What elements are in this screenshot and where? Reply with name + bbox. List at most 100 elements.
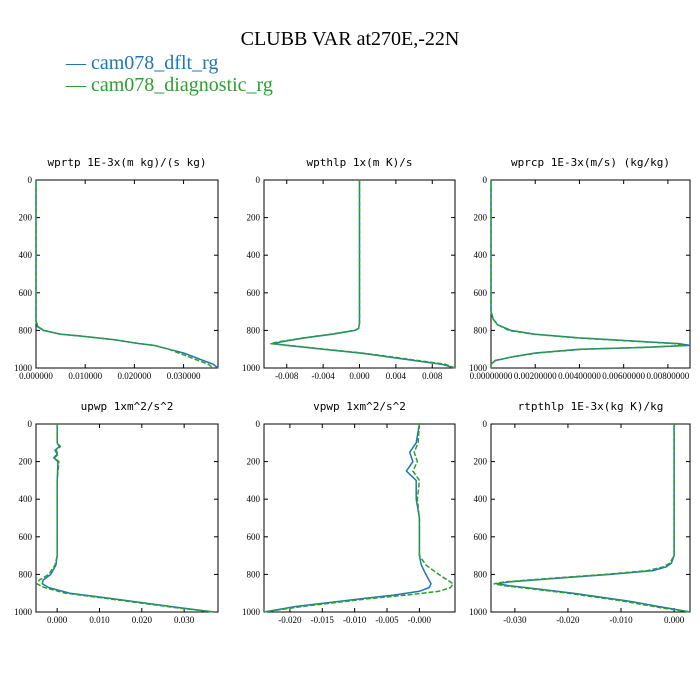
y-tick-label: 0 [28,175,33,185]
x-tick-label: 0.010 [89,615,110,625]
y-tick-label: 0 [256,419,261,429]
y-tick-label: 800 [474,325,488,335]
legend-item-dflt: — cam078_dflt_rg [66,52,273,74]
series-line-diagnostic [35,180,214,369]
legend-label-dflt: cam078_dflt_rg [91,52,219,74]
series-line-dflt [496,424,691,613]
y-tick-label: 600 [19,288,33,298]
x-tick-label: -0.005 [375,615,399,625]
x-tick-label: -0.008 [275,371,299,381]
series-line-diagnostic [263,423,455,613]
x-tick-label: 0.00000000 [470,371,513,381]
x-tick-label: 0.020 [132,615,153,625]
y-tick-label: 200 [247,213,261,223]
series-line-dflt [490,180,691,368]
x-tick-label: 0.00800000 [647,371,690,381]
y-tick-label: 200 [19,457,33,467]
legend-marker-dflt: — [66,52,91,74]
panel-6: rtpthlp 1E-3x(kg K)/kg 0 200 400 600 800 1000 -… [469,400,691,625]
x-tick-label: 0.000 [664,615,685,625]
y-tick-label: 400 [247,494,261,504]
panel-1: wprtp 1E-3x(m kg)/(s kg) 0 200 400 600 800 100… [14,156,219,381]
y-tick-label: 200 [19,213,33,223]
x-tick-label: 0.00400000 [558,371,601,381]
plot-frame [490,423,691,613]
plot-frame [35,179,219,369]
plot-frame [263,423,456,613]
y-tick-label: 1000 [242,363,261,373]
x-tick-label: 0.00200000 [514,371,557,381]
y-tick-label: 600 [247,532,261,542]
panel-title: wprtp 1E-3x(m kg)/(s kg) [48,156,207,169]
legend-label-diagnostic: cam078_diagnostic_rg [91,74,273,96]
series-line-dflt [41,424,214,613]
x-tick-label: 0.020000 [118,371,152,381]
y-tick-label: 400 [247,250,261,260]
y-tick-label: 800 [247,569,261,579]
y-tick-label: 400 [474,494,488,504]
y-tick-label: 600 [474,288,488,298]
legend-item-diagnostic: — cam078_diagnostic_rg [66,74,273,96]
x-tick-label: 0.010000 [68,371,102,381]
panel-3: wprcp 1E-3x(m/s) (kg/kg) 0 200 400 600 800 100… [469,156,691,381]
y-tick-label: 800 [19,325,33,335]
panel-title: rtpthlp 1E-3x(kg K)/kg [518,400,664,413]
x-tick-label: -0.010 [609,615,633,625]
legend-marker-diagnostic: — [66,74,91,96]
panel-2: wpthlp 1x(m K)/s 0 200 400 600 800 1000 -0.008 -… [242,156,456,381]
y-tick-label: 1000 [242,607,261,617]
y-tick-label: 0 [483,175,488,185]
panel-title: vpwp 1xm^2/s^2 [313,400,406,413]
x-tick-label: -0.000 [408,615,432,625]
y-tick-label: 600 [19,532,33,542]
y-tick-label: 1000 [14,607,33,617]
panel-title: wpthlp 1x(m K)/s [307,156,413,169]
panel-5: vpwp 1xm^2/s^2 0 200 400 600 800 1000 -0.020 -0.… [242,400,456,625]
panel-title: wprcp 1E-3x(m/s) (kg/kg) [511,156,670,169]
y-tick-label: 1000 [469,363,488,373]
x-tick-label: 0.030 [174,615,195,625]
x-tick-label: 0.004 [386,371,407,381]
chart-title: CLUBB VAR at270E,-22N [240,28,460,50]
series-line-diagnostic [490,180,686,368]
legend: — cam078_dflt_rg — cam078_diagnostic_rg [66,52,273,96]
y-tick-label: 200 [474,213,488,223]
y-tick-label: 600 [247,288,261,298]
x-tick-label: -0.020 [556,615,580,625]
plot-frame [490,179,691,369]
y-tick-label: 200 [474,457,488,467]
x-tick-label: -0.030 [503,615,527,625]
y-tick-label: 200 [247,457,261,467]
y-tick-label: 800 [474,569,488,579]
plot-frame [35,423,219,613]
y-tick-label: 0 [483,419,488,429]
series-line-diagnostic [270,180,456,369]
x-tick-label: 0.00600000 [602,371,645,381]
panel-title: upwp 1xm^2/s^2 [81,400,174,413]
y-tick-label: 0 [256,175,261,185]
x-tick-label: -0.020 [278,615,302,625]
panel-4: upwp 1xm^2/s^2 0 200 400 600 800 1000 0.000 0.01… [14,400,219,625]
x-tick-label: 0.000000 [19,371,53,381]
series-line-dflt [263,423,432,613]
x-tick-label: -0.004 [311,371,335,381]
x-tick-label: -0.015 [311,615,335,625]
y-tick-label: 600 [474,532,488,542]
y-tick-label: 400 [474,250,488,260]
series-line-diagnostic [35,424,214,613]
x-tick-label: 0.000 [349,371,370,381]
y-tick-label: 1000 [469,607,488,617]
y-tick-label: 800 [19,569,33,579]
series-line-dflt [35,180,219,369]
x-tick-label: 0.030000 [167,371,201,381]
y-tick-label: 400 [19,494,33,504]
y-tick-label: 400 [19,250,33,260]
y-tick-label: 0 [28,419,33,429]
x-tick-label: 0.000 [47,615,68,625]
y-tick-label: 800 [247,325,261,335]
series-line-diagnostic [493,424,691,613]
x-tick-label: 0.008 [422,371,443,381]
x-tick-label: -0.010 [343,615,367,625]
series-line-dflt [272,180,456,369]
